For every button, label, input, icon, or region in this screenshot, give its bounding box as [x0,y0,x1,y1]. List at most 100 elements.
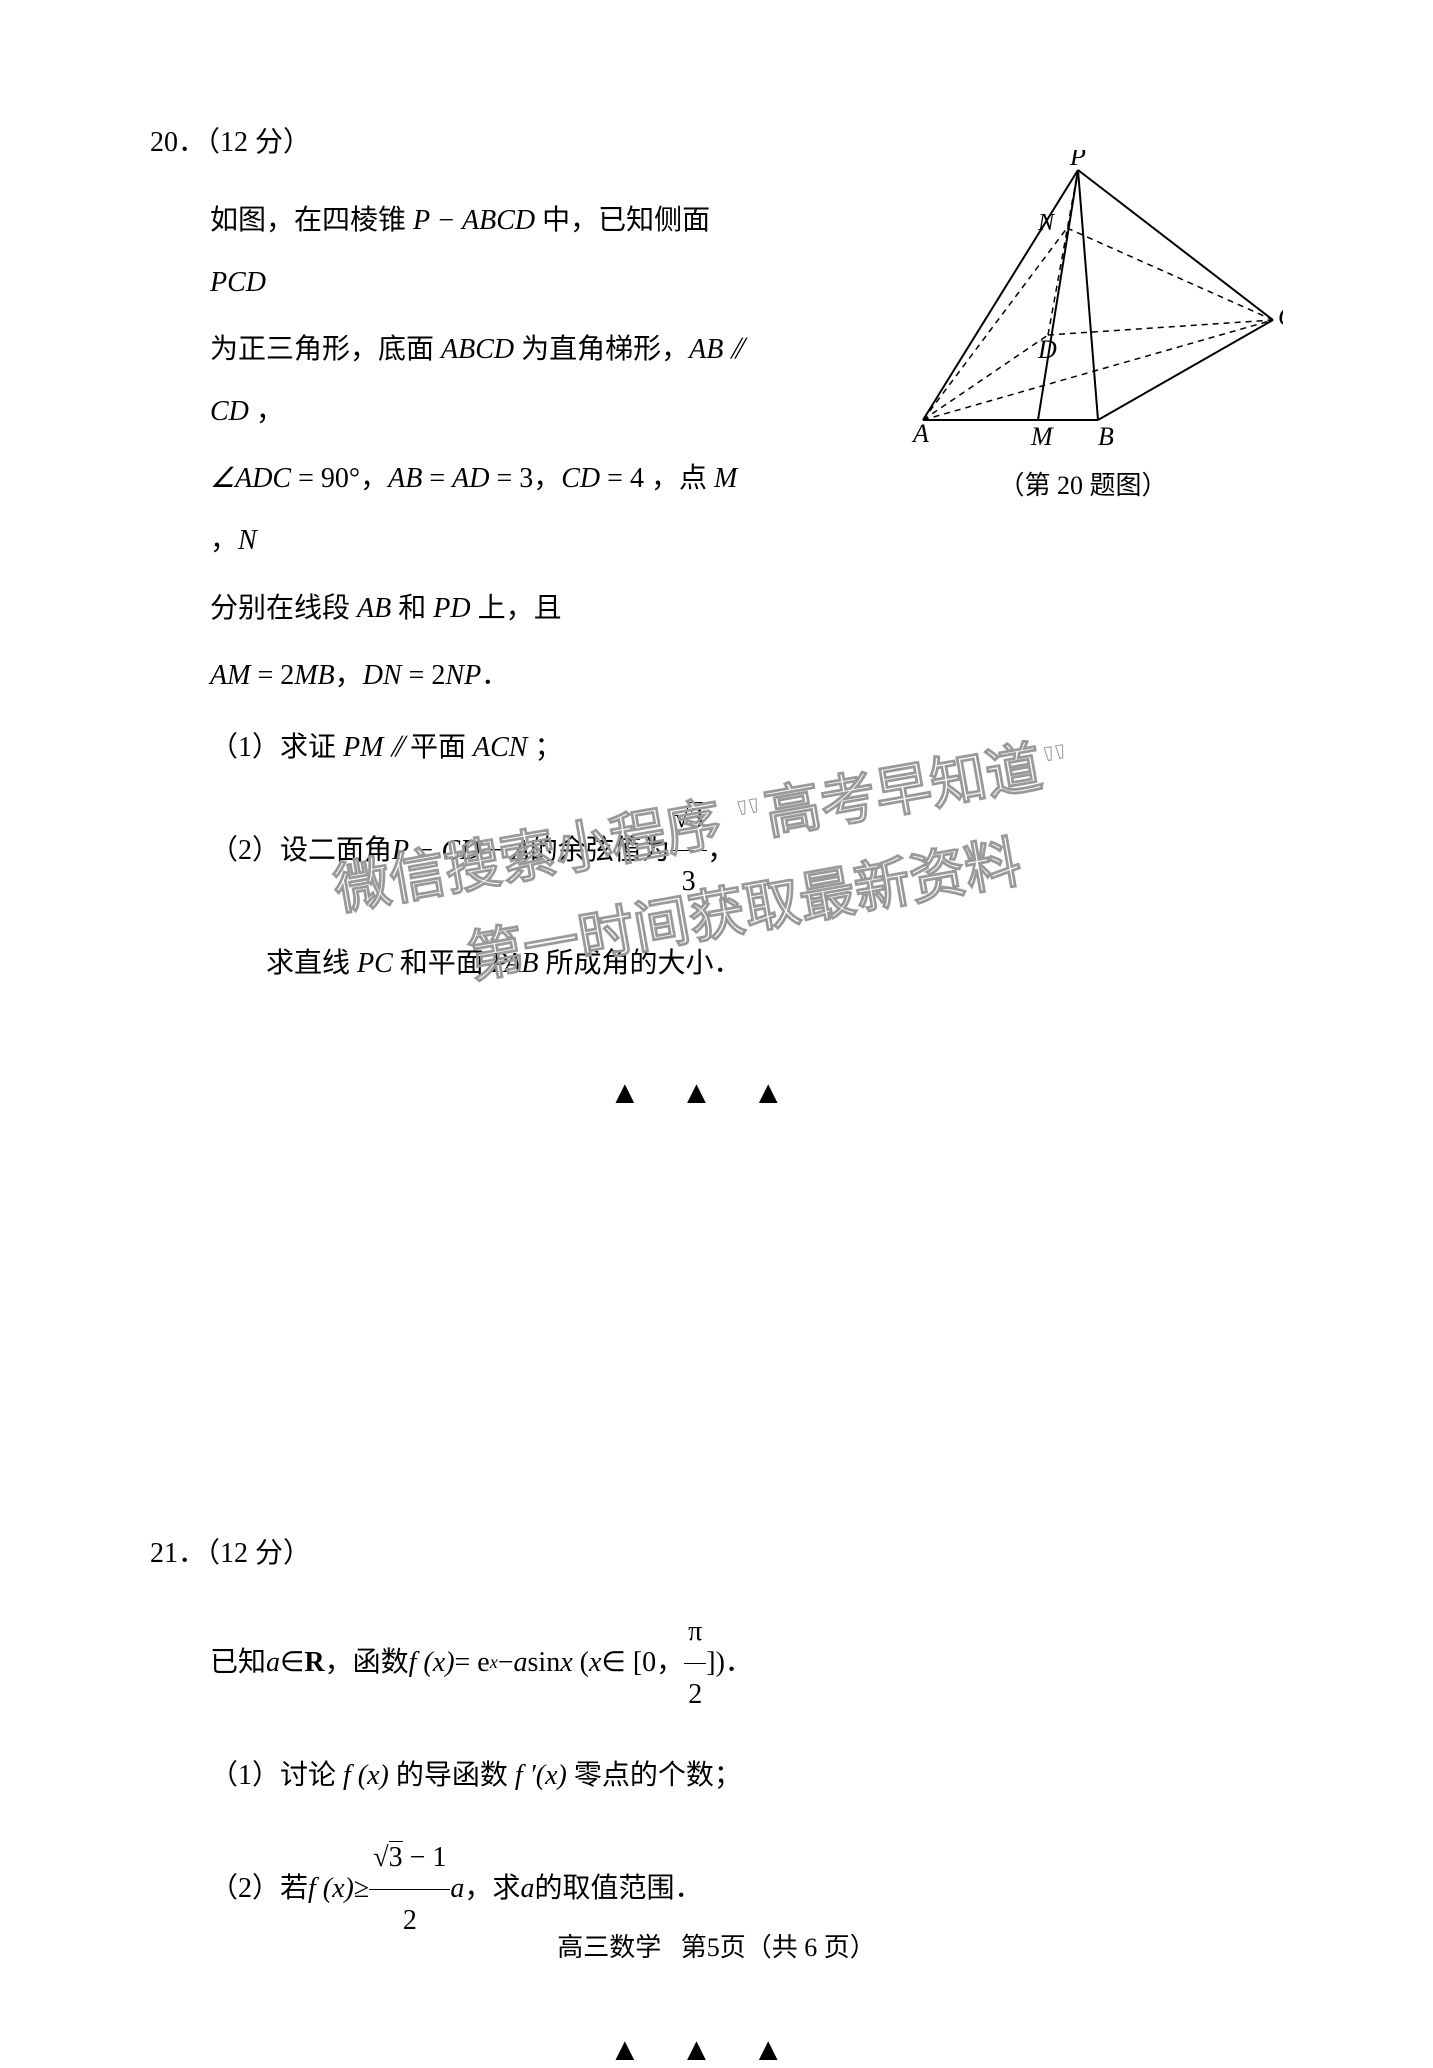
q20-points: （12 分） [206,127,311,158]
text-part: 为正三角形，底面 [210,334,441,365]
q20-line5: AM = 2MB，DN = 2NP． [210,645,770,707]
q20-line4: 分别在线段 AB 和 PD 上，且 [210,578,770,640]
text-part: = 3， [489,463,561,494]
math-m: M [714,463,737,494]
text-part: ，函数 [325,1632,409,1694]
math-pabcd: P − ABCD [413,205,535,236]
label-A: A [911,419,929,448]
math-a2: a [514,1632,528,1694]
math-a: a [266,1632,280,1694]
math-R: R [304,1632,324,1694]
math-pm: PM [343,732,383,763]
text-part: 为直角梯形， [514,334,689,365]
math-pd: PD [433,593,470,624]
triangle: ▲ [609,1074,681,1110]
triangle: ▲ [752,1074,824,1110]
math-pcda: P − CD − A [392,820,530,882]
text-part: = 2 [402,660,446,691]
text-part: 如图，在四棱锥 [210,205,413,236]
q21-line1: 已知 a ∈ R ，函数 f (x) = ex − a sin x (x ∈ [… [210,1601,1283,1725]
text-part: 求直线 [266,948,357,979]
math-parallel: ⫽ [383,732,403,763]
footer-subject: 高三数学 [557,1933,661,1962]
math-x: x [560,1632,572,1694]
math-fx3: f (x) [308,1858,354,1920]
math-abcd: ABCD [441,334,514,365]
text-part: ， [335,660,363,691]
q20-sub2: （2）设二面角 P − CD − A 的余弦值为 √3 3 ， [210,788,770,912]
math-pab: PAB [491,948,539,979]
text-part: ，求 [464,1858,520,1920]
text-part: ∈ [0， [601,1632,684,1694]
math-dn: DN [363,660,402,691]
text-part: = 90°， [291,463,388,494]
text-part: 的取值范围． [534,1858,702,1920]
text-part: ； [527,732,562,763]
math-x2: x [589,1632,601,1694]
text-part: （2）若 [210,1858,308,1920]
q21-points: （12 分） [206,1538,311,1569]
q21-sub1: （1）讨论 f (x) 的导函数 f ′(x) 零点的个数； [210,1745,1283,1807]
text-part: 上，且 [471,593,562,624]
math-fx2: f (x) [343,1760,389,1791]
math-xsup: x [490,1643,498,1683]
q20-figure-caption: （第 20 题图） [883,465,1283,502]
text-part: 平面 [403,732,473,763]
triangle: ▲ [752,2031,824,2067]
text-part: ≥ [354,1858,369,1920]
math-n: N [238,525,257,556]
text-part: sin [528,1632,561,1694]
label-N: N [1037,210,1056,236]
math-ab2: AB [357,593,391,624]
triangle: ▲ [609,2031,681,2067]
text-part: ． [481,660,509,691]
math-np: NP [445,660,481,691]
q21-number: 21． [150,1538,206,1569]
triangle-marker-2: ▲▲▲ [150,2031,1283,2068]
text-part: 和平面 [393,948,491,979]
text-part: = 4 ，点 [600,463,714,494]
text-part: ])． [706,1632,753,1694]
math-ab: AB [388,463,422,494]
q20-sub2-line2: 求直线 PC 和平面 PAB 所成角的大小． [210,933,770,995]
math-a3: a [450,1858,464,1920]
text-part: 的导函数 [389,1760,515,1791]
text-part: − [498,1632,514,1694]
pyramid-diagram: P A M B C D N [883,150,1283,450]
label-M: M [1030,422,1054,450]
q21-body: 已知 a ∈ R ，函数 f (x) = ex − a sin x (x ∈ [… [150,1601,1283,1951]
triangle: ▲ [681,1074,753,1110]
text-part: = 2 [250,660,294,691]
frac-num-pi: π [684,1601,706,1664]
triangle-marker-1: ▲▲▲ [150,1074,1283,1111]
q20-figure: P A M B C D N （第 20 题图） [883,150,1283,502]
footer-page: 第5页（共 6 页） [681,1933,876,1962]
label-B: B [1098,422,1114,450]
triangle: ▲ [681,2031,753,2067]
math-pcd: PCD [210,267,266,298]
fraction-sqrt3-3: √3 3 [670,788,707,912]
text-part: 的余弦值为 [530,820,670,882]
text-part: 零点的个数； [567,1760,742,1791]
text-part: ( [580,1632,589,1694]
text-part: 所成角的大小． [539,948,742,979]
math-fprime: f ′(x) [515,1760,567,1791]
math-fx: f (x) [409,1632,455,1694]
page-footer: 高三数学 第5页（共 6 页） [0,1927,1433,1964]
math-acn: ACN [473,732,527,763]
text-part: 中，已知侧面 [535,205,710,236]
math-a4: a [520,1858,534,1920]
text-part: ∈ [280,1632,304,1694]
text-part: 分别在线段 [210,593,357,624]
text-part: （1）求证 [210,732,343,763]
frac-den: 3 [670,851,707,913]
q20-text-column: 如图，在四棱锥 P − ABCD 中，已知侧面 PCD 为正三角形，底面 ABC… [210,190,770,994]
math-mb: MB [294,660,334,691]
q20-number: 20． [150,127,206,158]
q20-line2: 为正三角形，底面 ABCD 为直角梯形，AB ⫽ CD ， [210,319,770,442]
q20-line3: ∠ADC = 90°，AB = AD = 3，CD = 4 ，点 M ，N [210,448,770,571]
label-C: C [1278,302,1283,331]
text-part: （2）设二面角 [210,820,392,882]
frac-den-2: 2 [684,1664,706,1726]
text-part: 和 [391,593,433,624]
